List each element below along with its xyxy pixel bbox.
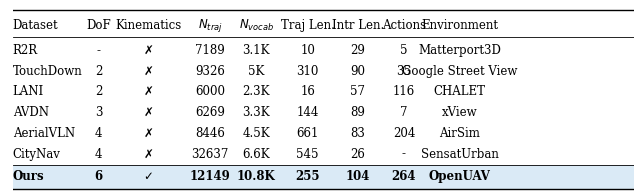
Text: 6269: 6269 (195, 106, 225, 119)
Text: 10.8K: 10.8K (237, 170, 276, 183)
Text: 90: 90 (351, 65, 365, 78)
Text: 545: 545 (296, 147, 319, 161)
Text: AerialVLN: AerialVLN (13, 127, 75, 140)
Text: OpenUAV: OpenUAV (429, 170, 491, 183)
Text: DoF: DoF (86, 19, 111, 32)
Text: ✗: ✗ (143, 147, 153, 161)
Text: Dataset: Dataset (13, 19, 58, 32)
Text: Matterport3D: Matterport3D (419, 44, 501, 57)
Text: 3.3K: 3.3K (243, 106, 270, 119)
Text: ✗: ✗ (143, 106, 153, 119)
Text: 16: 16 (300, 85, 315, 98)
Text: 255: 255 (296, 170, 320, 183)
Text: 10: 10 (300, 44, 315, 57)
Text: 83: 83 (351, 127, 365, 140)
Text: TouchDown: TouchDown (13, 65, 83, 78)
Text: 2: 2 (95, 85, 102, 98)
Text: 35: 35 (396, 65, 412, 78)
Text: Actions: Actions (382, 19, 426, 32)
Text: 4: 4 (95, 147, 102, 161)
Text: 264: 264 (392, 170, 416, 183)
Text: 89: 89 (351, 106, 365, 119)
Text: Traj Len.: Traj Len. (281, 19, 335, 32)
Text: 7: 7 (400, 106, 408, 119)
Text: 104: 104 (346, 170, 370, 183)
Text: Environment: Environment (421, 19, 499, 32)
Text: Intr Len.: Intr Len. (332, 19, 384, 32)
Text: 116: 116 (393, 85, 415, 98)
Text: 57: 57 (351, 85, 365, 98)
Text: 144: 144 (296, 106, 319, 119)
Text: 310: 310 (296, 65, 319, 78)
Text: 32637: 32637 (191, 147, 229, 161)
Text: Kinematics: Kinematics (115, 19, 181, 32)
Bar (13, 165, 634, 189)
Text: 9326: 9326 (195, 65, 225, 78)
Text: Google Street View: Google Street View (402, 65, 518, 78)
Text: Ours: Ours (13, 170, 44, 183)
Text: AVDN: AVDN (13, 106, 49, 119)
Text: 3.1K: 3.1K (243, 44, 270, 57)
Text: 3: 3 (95, 106, 102, 119)
Text: 4.5K: 4.5K (243, 127, 270, 140)
Text: 661: 661 (296, 127, 319, 140)
Text: CityNav: CityNav (13, 147, 61, 161)
Text: ✗: ✗ (143, 85, 153, 98)
Text: SensatUrban: SensatUrban (421, 147, 499, 161)
Text: 6.6K: 6.6K (243, 147, 270, 161)
Text: -: - (402, 147, 406, 161)
Text: 6000: 6000 (195, 85, 225, 98)
Text: $N_{traj}$: $N_{traj}$ (198, 17, 223, 34)
Text: -: - (97, 44, 100, 57)
Text: 2: 2 (95, 65, 102, 78)
Text: CHALET: CHALET (434, 85, 486, 98)
Text: 26: 26 (351, 147, 365, 161)
Text: ✗: ✗ (143, 44, 153, 57)
Text: 7189: 7189 (195, 44, 225, 57)
Text: ✓: ✓ (143, 170, 153, 183)
Text: 204: 204 (393, 127, 415, 140)
Text: 5K: 5K (248, 65, 264, 78)
Text: $N_{vocab}$: $N_{vocab}$ (239, 18, 274, 33)
Text: 5: 5 (400, 44, 408, 57)
Text: LANI: LANI (13, 85, 44, 98)
Text: 6: 6 (95, 170, 102, 183)
Text: R2R: R2R (13, 44, 38, 57)
Text: 29: 29 (351, 44, 365, 57)
Text: xView: xView (442, 106, 477, 119)
Text: 8446: 8446 (195, 127, 225, 140)
Text: ✗: ✗ (143, 65, 153, 78)
Text: ✗: ✗ (143, 127, 153, 140)
Text: AirSim: AirSim (439, 127, 480, 140)
Text: 4: 4 (95, 127, 102, 140)
Text: 12149: 12149 (190, 170, 230, 183)
Text: 2.3K: 2.3K (243, 85, 270, 98)
